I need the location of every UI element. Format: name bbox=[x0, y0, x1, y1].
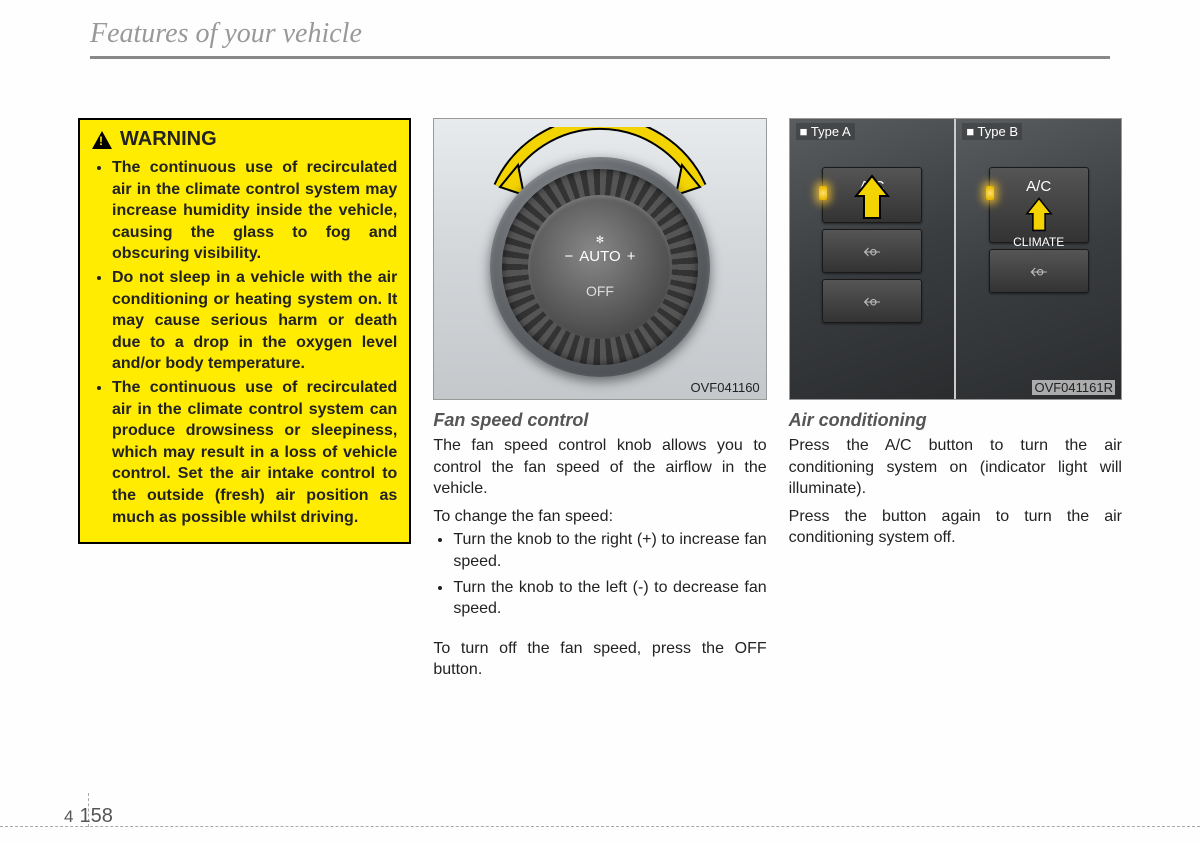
column-warning: WARNING The continuous use of recirculat… bbox=[78, 118, 411, 687]
ac-figure: ■ Type A A/C ⬰ ⬰ bbox=[789, 118, 1122, 400]
knob-plus: + bbox=[627, 248, 636, 265]
fan-knob-figure: ✻ − AUTO + OFF OVF041160 bbox=[433, 118, 766, 400]
fan-section-title: Fan speed control bbox=[433, 410, 766, 431]
type-a-label: ■ Type A bbox=[796, 123, 855, 140]
car-fresh-icon: ⬰ bbox=[863, 288, 881, 313]
chapter-number: 4 bbox=[64, 807, 73, 827]
ac-p1: Press the A/C button to turn the air con… bbox=[789, 435, 1122, 500]
knob-minus: − bbox=[565, 248, 574, 265]
fan-bullets: Turn the knob to the right (+) to increa… bbox=[433, 529, 766, 619]
ac-climate-button: A/C CLIMATE bbox=[989, 167, 1089, 243]
warning-item: Do not sleep in a vehicle with the air c… bbox=[112, 267, 397, 375]
ac-p2: Press the button again to turn the air c… bbox=[789, 506, 1122, 549]
warning-triangle-icon bbox=[92, 131, 112, 149]
header-rule bbox=[90, 56, 1110, 59]
page-number: 4 158 bbox=[64, 805, 113, 828]
page-footer: 4 158 bbox=[0, 826, 1200, 829]
car-recirc-icon: ⬰ bbox=[1030, 258, 1048, 283]
warning-title: WARNING bbox=[120, 128, 217, 151]
page-header: Features of your vehicle bbox=[90, 18, 1110, 59]
figure-code: OVF041160 bbox=[691, 380, 760, 395]
recirculation-button: ⬰ bbox=[989, 249, 1089, 293]
content-columns: WARNING The continuous use of recirculat… bbox=[78, 118, 1122, 687]
warning-item: The continuous use of recirculated air i… bbox=[112, 377, 397, 528]
knob-auto-row: − AUTO + bbox=[565, 248, 636, 265]
knob-auto-label: AUTO bbox=[579, 248, 620, 265]
up-arrow-icon bbox=[852, 174, 892, 224]
ac-panel-type-b: ■ Type B A/C CLIMATE ⬰ bbox=[954, 119, 1121, 399]
ac-split: ■ Type A A/C ⬰ ⬰ bbox=[790, 119, 1121, 399]
knob-face: ✻ − AUTO + OFF bbox=[528, 195, 672, 339]
warning-header: WARNING bbox=[92, 128, 397, 153]
fan-bullet: Turn the knob to the right (+) to increa… bbox=[453, 529, 766, 572]
climate-label: CLIMATE bbox=[990, 235, 1088, 249]
fan-knob: ✻ − AUTO + OFF bbox=[490, 157, 710, 377]
fan-intro: The fan speed control knob allows you to… bbox=[433, 435, 766, 500]
fan-outro: To turn off the fan speed, press the OFF… bbox=[433, 638, 766, 681]
warning-box: WARNING The continuous use of recirculat… bbox=[78, 118, 411, 544]
type-b-label: ■ Type B bbox=[962, 123, 1022, 140]
warning-list: The continuous use of recirculated air i… bbox=[92, 157, 397, 528]
fan-icon: ✻ bbox=[596, 235, 604, 246]
ac-button: A/C bbox=[822, 167, 922, 223]
knob-off-label: OFF bbox=[586, 283, 614, 299]
fresh-air-button: ⬰ bbox=[822, 279, 922, 323]
column-fan: ✻ − AUTO + OFF OVF041160 Fan speed contr… bbox=[433, 118, 766, 687]
warning-item: The continuous use of recirculated air i… bbox=[112, 157, 397, 265]
indicator-light-icon bbox=[819, 186, 827, 200]
fan-change-label: To change the fan speed: bbox=[433, 506, 766, 528]
ac-panel-type-a: ■ Type A A/C ⬰ ⬰ bbox=[790, 119, 955, 399]
fan-bullet: Turn the knob to the left (-) to decreas… bbox=[453, 577, 766, 620]
up-arrow-icon bbox=[1019, 197, 1059, 235]
page-number-value: 158 bbox=[79, 805, 112, 828]
recirculation-button: ⬰ bbox=[822, 229, 922, 273]
column-ac: ■ Type A A/C ⬰ ⬰ bbox=[789, 118, 1122, 687]
page-title: Features of your vehicle bbox=[90, 18, 1110, 54]
indicator-light-icon bbox=[986, 186, 994, 200]
ac-section-title: Air conditioning bbox=[789, 410, 1122, 431]
ac-button-label: A/C bbox=[990, 178, 1088, 195]
figure-code: OVF041161R bbox=[1032, 380, 1115, 395]
car-recirc-icon: ⬰ bbox=[863, 238, 881, 263]
